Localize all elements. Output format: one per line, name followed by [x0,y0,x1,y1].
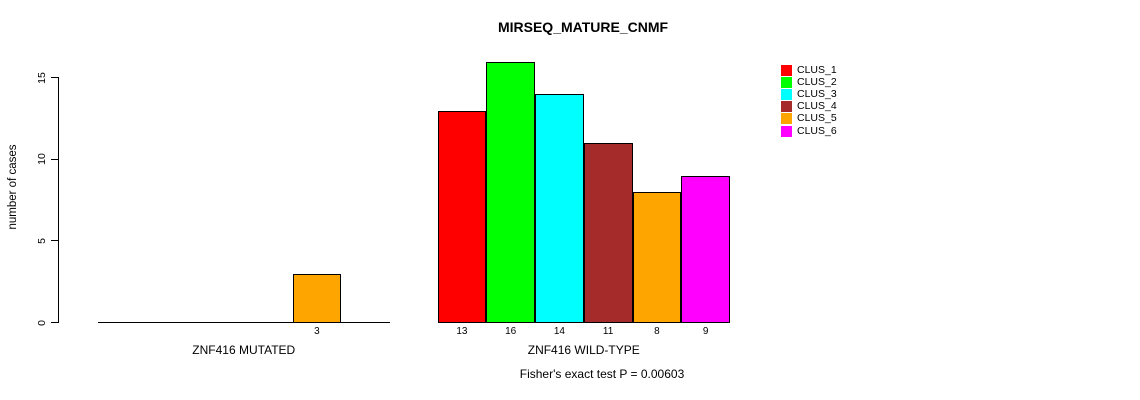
group-label: ZNF416 WILD-TYPE [527,343,640,357]
chart-title: MIRSEQ_MATURE_CNMF [497,19,669,35]
legend-swatch [781,76,792,88]
legend-item: CLUS_5 [781,113,837,125]
y-tick [51,158,58,160]
legend-item: CLUS_2 [781,76,837,88]
bar-value-label: 9 [702,325,709,337]
y-axis-label: number of cases [7,144,19,230]
legend-label: CLUS_6 [797,124,837,137]
legend-item: CLUS_1 [781,64,837,76]
legend: CLUS_1 CLUS_2 CLUS_3 CLUS_4 CLUS_5 CLUS_6 [781,64,837,137]
legend-label: CLUS_3 [797,87,837,100]
y-tick [51,77,58,78]
annotation-text: Fisher's exact test P = 0.00603 [519,367,685,381]
bar [681,176,730,323]
legend-label: CLUS_5 [797,112,837,125]
legend-label: CLUS_1 [797,63,837,76]
bar-value-label: 8 [654,325,660,337]
bar [632,192,682,323]
legend-swatch [781,113,792,125]
legend-swatch [781,125,792,137]
y-tick [51,240,58,242]
group-label: ZNF416 MUTATED [192,343,296,357]
y-axis-line [58,77,59,323]
y-tick-label: 5 [36,237,48,244]
bar [292,274,342,323]
bar-value-label: 3 [314,325,320,337]
legend-swatch [781,101,792,113]
legend-item: CLUS_3 [781,88,837,100]
legend-swatch [781,88,792,100]
legend-item: CLUS_6 [781,125,837,137]
x-axis-baseline [97,322,390,323]
y-tick-label: 10 [36,153,48,165]
bar-value-label: 14 [553,325,565,337]
legend-label: CLUS_2 [797,75,837,88]
y-tick-label: 0 [36,319,48,326]
bar-value-label: 13 [456,325,468,337]
bar-value-label: 16 [505,325,517,337]
bar [437,110,487,323]
bar-value-label: 11 [602,325,614,337]
y-tick-label: 15 [36,71,48,84]
y-tick [51,322,58,323]
legend-item: CLUS_4 [781,101,837,113]
bar [583,143,633,323]
legend-swatch [781,64,792,76]
bar [535,94,584,323]
bar [486,61,535,323]
legend-label: CLUS_4 [797,100,837,113]
